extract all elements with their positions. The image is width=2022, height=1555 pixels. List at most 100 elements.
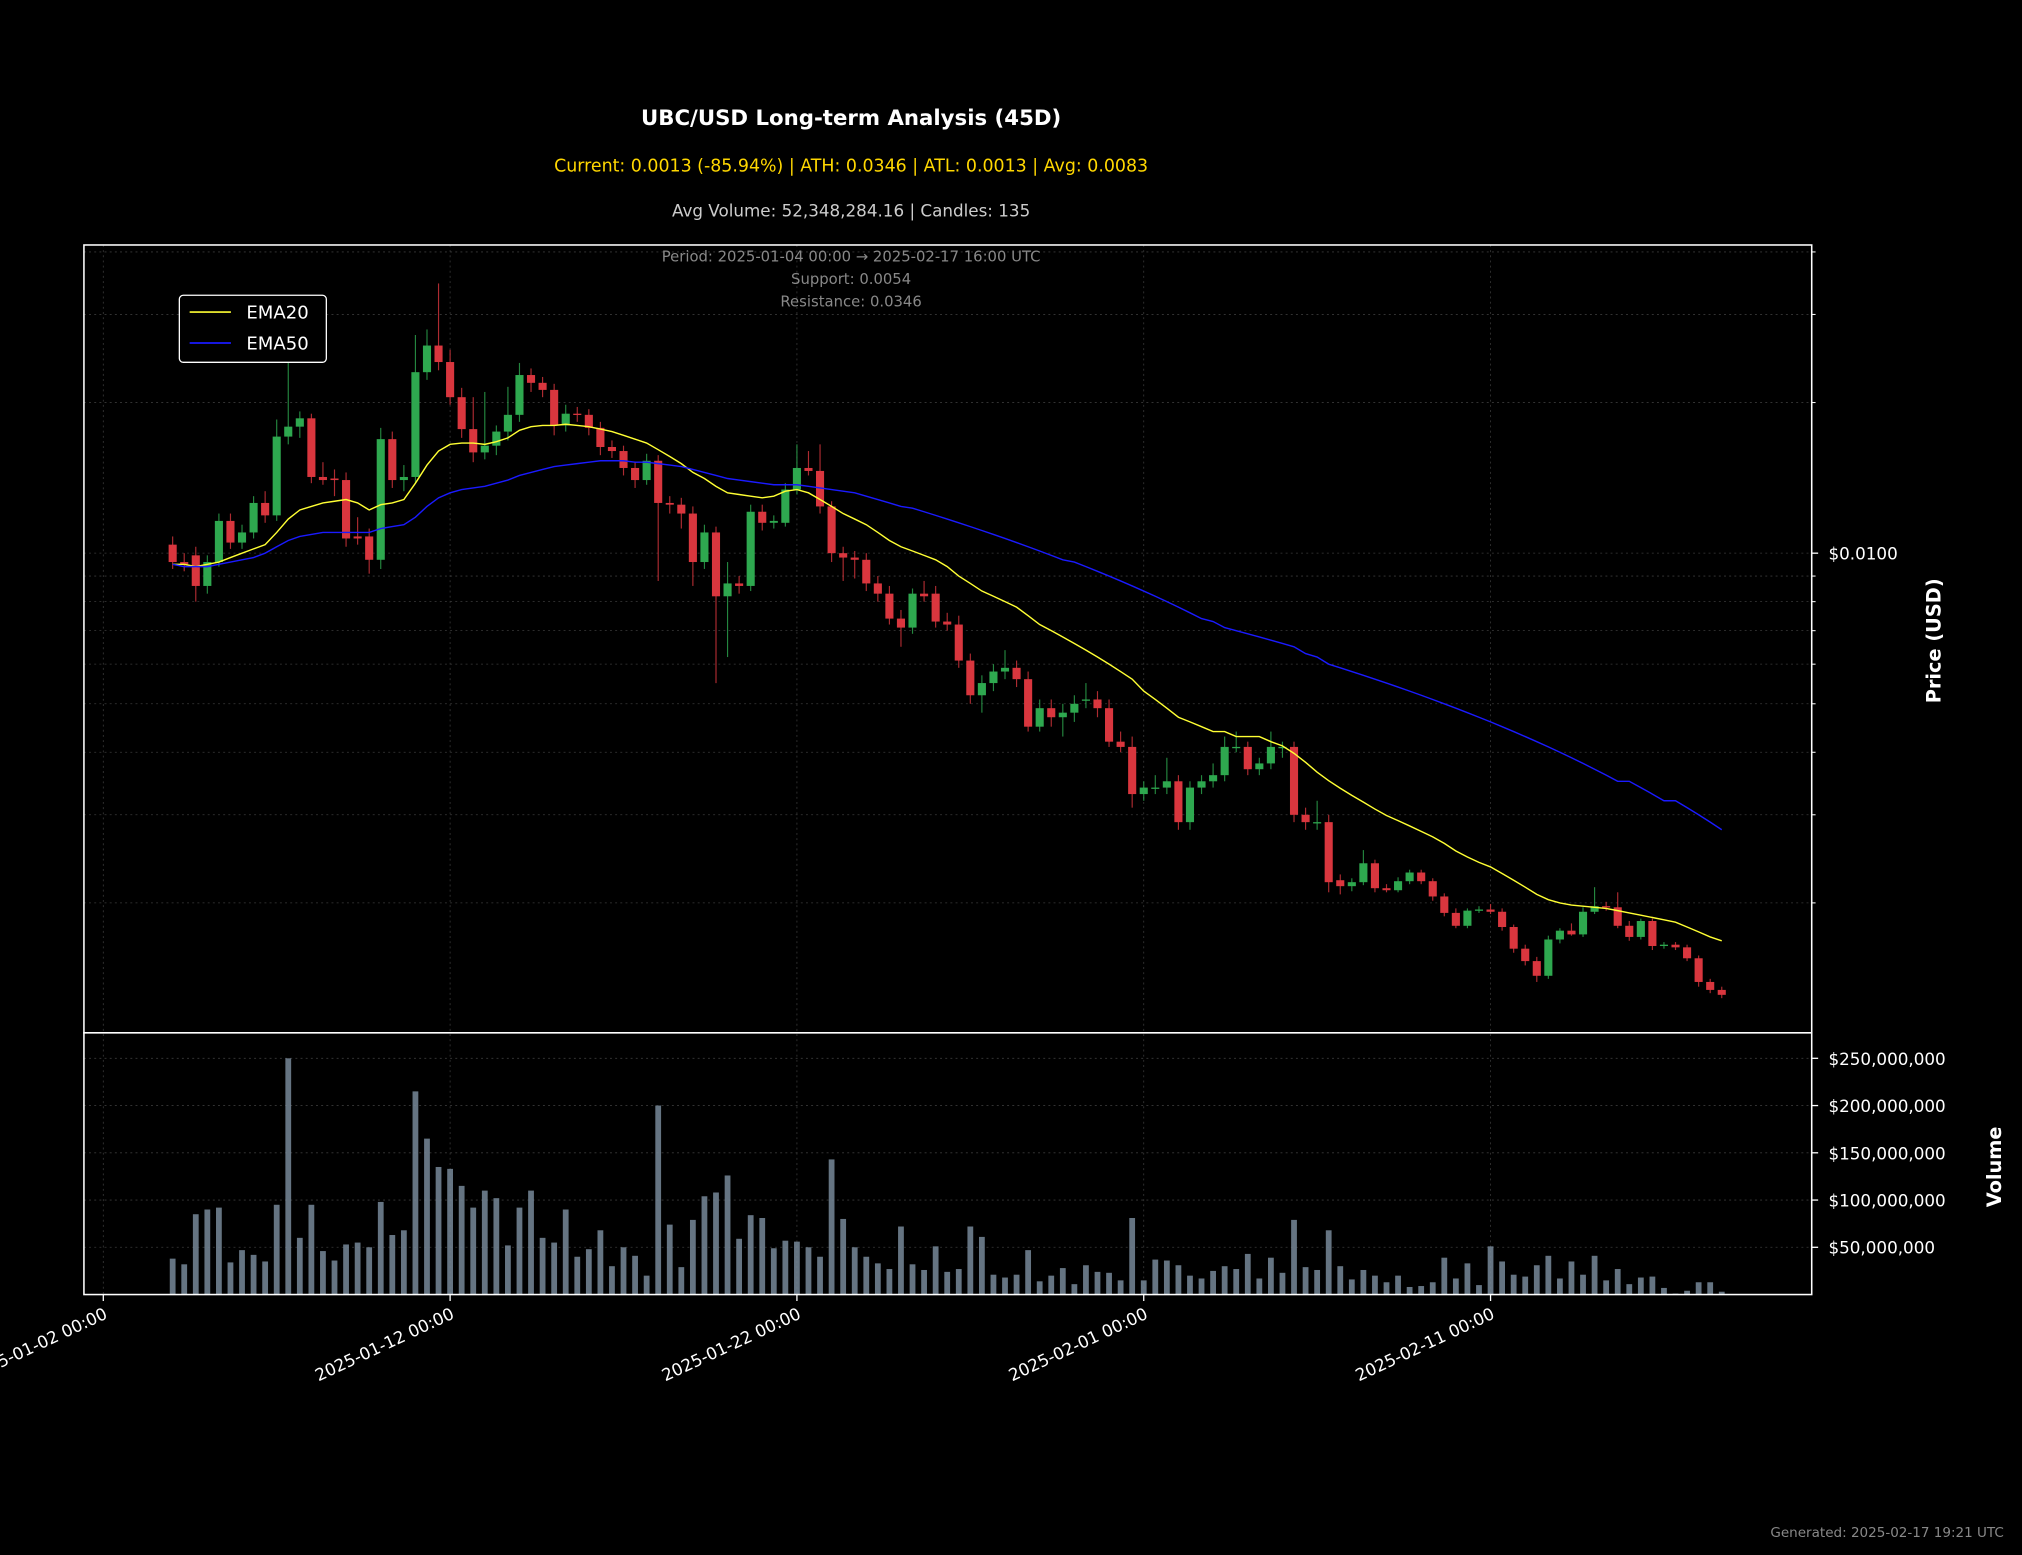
- volume-bar: [539, 1237, 546, 1295]
- candle-body: [1474, 909, 1484, 911]
- candle-body: [642, 460, 651, 481]
- volume-bar: [1441, 1257, 1448, 1295]
- volume-bar: [296, 1237, 303, 1295]
- volume-bar: [1175, 1265, 1182, 1295]
- candle-body: [677, 504, 686, 514]
- volume-bar: [713, 1192, 719, 1295]
- volume-bar: [1279, 1272, 1286, 1295]
- volume-bar: [1418, 1286, 1425, 1295]
- volume-bar: [620, 1247, 627, 1295]
- candle-body: [550, 389, 559, 426]
- candle-body: [1093, 699, 1102, 709]
- volume-bar: [609, 1266, 615, 1295]
- volume-bar: [1406, 1286, 1413, 1295]
- volume-bar: [216, 1207, 222, 1295]
- legend: EMA20 EMA50: [178, 294, 327, 363]
- volume-bar: [308, 1204, 315, 1295]
- volume-bar: [817, 1256, 823, 1295]
- volume-bar: [250, 1254, 257, 1295]
- candle-body: [561, 413, 570, 426]
- candle-body: [1105, 708, 1114, 742]
- candle-body: [735, 583, 744, 586]
- y-axis-label: Price (USD): [1923, 578, 1946, 703]
- candle-body: [1047, 708, 1056, 718]
- candle-body: [1544, 939, 1553, 976]
- volume-bar: [1013, 1274, 1020, 1295]
- volume-bar: [331, 1260, 338, 1295]
- candle-body: [769, 520, 778, 523]
- legend-label: EMA50: [246, 333, 308, 354]
- candle-body: [1694, 958, 1703, 982]
- candle-body: [1012, 667, 1021, 680]
- volume-bar: [1314, 1269, 1321, 1295]
- legend-label: EMA20: [246, 302, 308, 323]
- candle-body: [1035, 708, 1044, 727]
- volume-bar: [354, 1242, 361, 1295]
- candle-body: [1405, 872, 1414, 882]
- ema-line: [172, 423, 1722, 942]
- candle-body: [1116, 741, 1125, 747]
- candle-body: [503, 414, 512, 432]
- volume-bar: [955, 1269, 962, 1295]
- candle-body: [596, 427, 605, 448]
- candle-body: [353, 536, 362, 539]
- candle-body: [1532, 961, 1541, 976]
- volume-bar: [262, 1261, 269, 1295]
- volume-bar: [1591, 1255, 1598, 1295]
- volume-bar: [1383, 1282, 1390, 1295]
- volume-tick-label: $150,000,000: [1828, 1143, 1945, 1163]
- volume-bar: [1036, 1281, 1043, 1295]
- candle-body: [1486, 909, 1495, 912]
- candle-body: [457, 397, 466, 430]
- candle-body: [1209, 775, 1218, 782]
- chart-title: UBC/USD Long-term Analysis (45D): [641, 106, 1061, 131]
- volume-bar: [782, 1240, 789, 1295]
- candle-body: [1498, 911, 1507, 927]
- volume-bar: [701, 1196, 708, 1295]
- volume-bar: [1117, 1280, 1124, 1295]
- candle-body: [307, 418, 316, 477]
- volume-bar: [1337, 1266, 1344, 1295]
- volume-bar: [574, 1256, 581, 1295]
- candle-body: [1058, 712, 1067, 718]
- volume-bar: [1025, 1250, 1032, 1295]
- candle-body: [654, 460, 663, 503]
- volume-bar: [1268, 1257, 1274, 1295]
- volume-bar: [377, 1201, 384, 1295]
- volume-bar: [666, 1224, 673, 1295]
- volume-axis-label: Volume: [1983, 1126, 2006, 1207]
- candle-body: [203, 562, 212, 586]
- candle-body: [492, 431, 501, 446]
- candle-body: [989, 671, 998, 684]
- volume-bar: [1533, 1265, 1540, 1295]
- candle-body: [931, 593, 940, 622]
- candle-body: [1243, 746, 1252, 770]
- candle-body: [1428, 881, 1437, 897]
- volume-bar: [239, 1250, 245, 1295]
- volume-bar: [967, 1226, 974, 1295]
- volume-bar: [1429, 1282, 1436, 1295]
- volume-bar: [770, 1248, 777, 1295]
- volume-bar: [181, 1264, 188, 1295]
- candle-body: [1197, 781, 1206, 788]
- volume-bar: [1360, 1269, 1367, 1295]
- candle-body: [966, 660, 975, 696]
- volume-bar: [840, 1218, 847, 1295]
- candle-body: [1162, 781, 1171, 788]
- volume-bar: [1510, 1274, 1517, 1295]
- candle-body: [168, 544, 177, 563]
- candle-body: [873, 583, 882, 594]
- candle-body: [943, 621, 952, 625]
- candle-body: [850, 557, 859, 560]
- volume-bar: [562, 1209, 569, 1295]
- candle-body: [584, 414, 593, 428]
- volume-bar: [516, 1207, 523, 1295]
- candle-body: [954, 624, 963, 661]
- volume-bar: [1325, 1230, 1332, 1295]
- volume-bar: [1106, 1272, 1112, 1295]
- volume-bar: [1233, 1269, 1240, 1295]
- candle-body: [839, 553, 848, 558]
- candle-body: [1347, 882, 1356, 887]
- candle-body: [1220, 746, 1229, 776]
